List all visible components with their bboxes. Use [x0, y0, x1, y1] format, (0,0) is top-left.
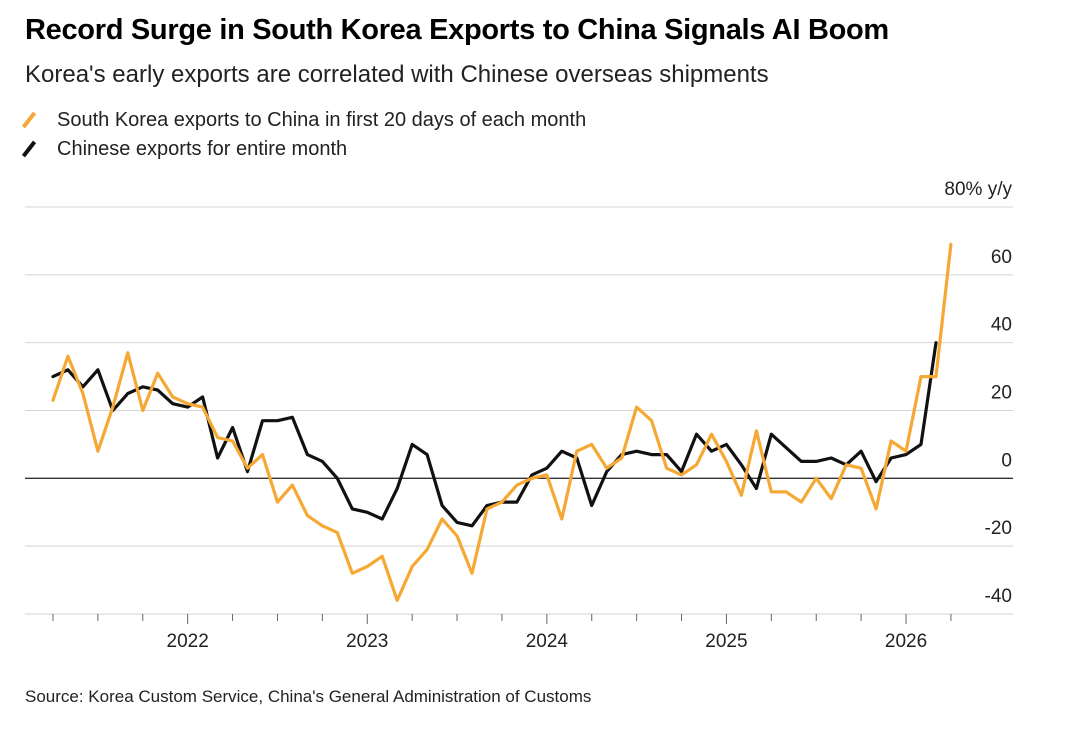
legend-item-china: Chinese exports for entire month	[21, 136, 586, 165]
legend-item-korea: South Korea exports to China in first 20…	[21, 107, 587, 136]
chart-title: Record Surge in South Korea Exports to C…	[25, 14, 889, 46]
legend: South Korea exports to China in first 20…	[21, 107, 587, 165]
y-tick-label-60: 60	[991, 247, 1012, 268]
y-tick-label-0: 0	[1001, 450, 1012, 471]
line-chart: 80% y/y 60 40 20 0 -20 -40 2022 2023 2024 2025 2026	[25, 179, 1013, 652]
chart-subtitle: Korea's early exports are correlated wit…	[25, 61, 769, 88]
legend-label-korea: South Korea exports to China in first 20…	[57, 109, 587, 131]
x-tick-label-2023: 2023	[346, 631, 388, 652]
y-tick-label--20: -20	[985, 518, 1012, 539]
series-line-korea	[51, 242, 953, 603]
x-tick-label-2025: 2025	[705, 631, 747, 652]
x-tick-label-2022: 2022	[167, 631, 209, 652]
y-tick-label--40: -40	[985, 586, 1012, 607]
y-tick-label-40: 40	[991, 315, 1012, 336]
y-tick-label-20: 20	[991, 383, 1012, 404]
source-note: Source: Korea Custom Service, China's Ge…	[25, 687, 592, 706]
legend-label-china: Chinese exports for entire month	[57, 138, 348, 160]
y-tick-label-80: 80% y/y	[944, 179, 1012, 200]
x-tick-label-2026: 2026	[885, 631, 927, 652]
x-tick-label-2024: 2024	[526, 631, 569, 652]
